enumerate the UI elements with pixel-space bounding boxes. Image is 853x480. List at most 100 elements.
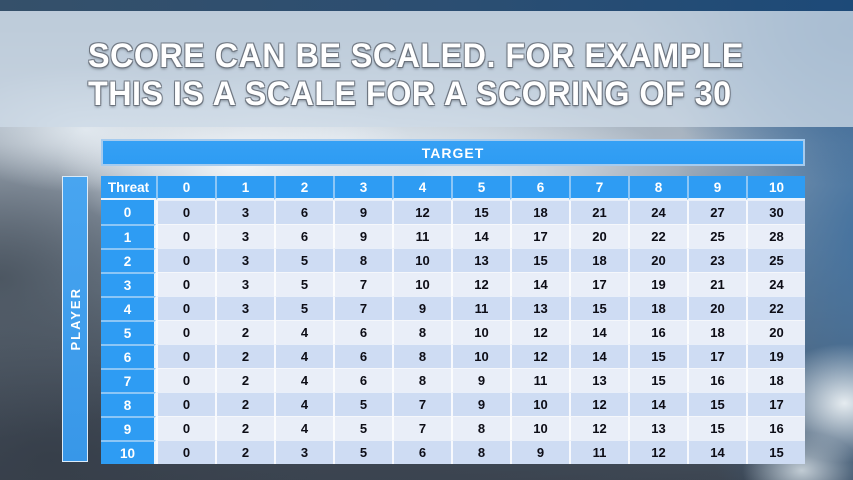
score-cell: 14 xyxy=(569,320,628,344)
slide-title-line2: THIS IS A SCALE FOR A SCORING OF 30 xyxy=(88,75,732,113)
threat-row-header: 10 xyxy=(101,440,156,464)
score-cell: 2 xyxy=(215,368,274,392)
score-cell: 4 xyxy=(274,320,333,344)
target-col-header: 3 xyxy=(333,176,392,200)
score-cell: 16 xyxy=(628,320,687,344)
score-cell: 0 xyxy=(156,416,215,440)
score-cell: 13 xyxy=(628,416,687,440)
score-cell: 14 xyxy=(687,440,746,464)
score-cell: 3 xyxy=(215,248,274,272)
score-cell: 6 xyxy=(333,320,392,344)
score-cell: 5 xyxy=(274,272,333,296)
score-cell: 22 xyxy=(628,224,687,248)
score-table-head: Threat 0 1 2 3 4 5 6 7 8 9 10 xyxy=(101,176,805,200)
player-label: PLAYER xyxy=(67,287,83,351)
score-cell: 12 xyxy=(451,272,510,296)
target-col-header: 2 xyxy=(274,176,333,200)
score-cell: 5 xyxy=(333,416,392,440)
score-cell: 8 xyxy=(451,440,510,464)
score-cell: 2 xyxy=(215,416,274,440)
score-cell: 5 xyxy=(274,248,333,272)
score-cell: 6 xyxy=(274,224,333,248)
score-cell: 7 xyxy=(333,296,392,320)
header-row: Threat 0 1 2 3 4 5 6 7 8 9 10 xyxy=(101,176,805,200)
score-cell: 20 xyxy=(746,320,805,344)
score-cell: 13 xyxy=(569,368,628,392)
score-cell: 2 xyxy=(215,344,274,368)
score-cell: 15 xyxy=(451,200,510,224)
score-cell: 8 xyxy=(392,344,451,368)
score-cell: 9 xyxy=(510,440,569,464)
score-cell: 6 xyxy=(274,200,333,224)
score-cell: 7 xyxy=(392,392,451,416)
score-cell: 0 xyxy=(156,248,215,272)
score-cell: 14 xyxy=(628,392,687,416)
threat-corner-label: Threat xyxy=(101,176,156,200)
score-cell: 0 xyxy=(156,224,215,248)
score-table: Threat 0 1 2 3 4 5 6 7 8 9 10 0 0 3 6 9 12 15 18 21 24 27 30 1 0… xyxy=(101,176,805,464)
score-cell: 25 xyxy=(746,248,805,272)
player-header-bar: PLAYER xyxy=(62,176,88,462)
target-label: TARGET xyxy=(421,144,485,161)
target-col-header: 4 xyxy=(392,176,451,200)
score-cell: 3 xyxy=(215,296,274,320)
score-cell: 12 xyxy=(510,320,569,344)
target-col-header: 5 xyxy=(451,176,510,200)
score-cell: 3 xyxy=(215,272,274,296)
score-cell: 17 xyxy=(569,272,628,296)
score-cell: 0 xyxy=(156,368,215,392)
table-row: 0 0 3 6 9 12 15 18 21 24 27 30 xyxy=(101,200,805,224)
target-col-header: 8 xyxy=(628,176,687,200)
score-cell: 0 xyxy=(156,440,215,464)
score-cell: 4 xyxy=(274,392,333,416)
score-cell: 10 xyxy=(451,320,510,344)
score-cell: 14 xyxy=(451,224,510,248)
score-cell: 0 xyxy=(156,344,215,368)
score-cell: 7 xyxy=(392,416,451,440)
score-cell: 14 xyxy=(569,344,628,368)
score-cell: 11 xyxy=(569,440,628,464)
score-cell: 18 xyxy=(687,320,746,344)
score-cell: 22 xyxy=(746,296,805,320)
score-cell: 30 xyxy=(746,200,805,224)
score-cell: 9 xyxy=(333,200,392,224)
threat-row-header: 6 xyxy=(101,344,156,368)
score-cell: 12 xyxy=(392,200,451,224)
table-row: 4 0 3 5 7 9 11 13 15 18 20 22 xyxy=(101,296,805,320)
score-cell: 12 xyxy=(569,416,628,440)
score-cell: 27 xyxy=(687,200,746,224)
threat-row-header: 4 xyxy=(101,296,156,320)
score-cell: 8 xyxy=(333,248,392,272)
score-cell: 15 xyxy=(628,344,687,368)
score-cell: 17 xyxy=(746,392,805,416)
score-cell: 5 xyxy=(333,440,392,464)
score-cell: 10 xyxy=(451,344,510,368)
title-band: SCORE CAN BE SCALED. FOR EXAMPLE THIS IS… xyxy=(0,11,853,127)
score-cell: 14 xyxy=(510,272,569,296)
score-cell: 4 xyxy=(274,416,333,440)
score-cell: 20 xyxy=(628,248,687,272)
score-cell: 16 xyxy=(687,368,746,392)
target-col-header: 7 xyxy=(569,176,628,200)
score-cell: 9 xyxy=(333,224,392,248)
table-row: 9 0 2 4 5 7 8 10 12 13 15 16 xyxy=(101,416,805,440)
score-cell: 18 xyxy=(569,248,628,272)
table-row: 6 0 2 4 6 8 10 12 14 15 17 19 xyxy=(101,344,805,368)
score-cell: 21 xyxy=(687,272,746,296)
score-cell: 2 xyxy=(215,320,274,344)
score-cell: 19 xyxy=(628,272,687,296)
threat-row-header: 1 xyxy=(101,224,156,248)
score-cell: 21 xyxy=(569,200,628,224)
score-cell: 13 xyxy=(510,296,569,320)
slide-title: SCORE CAN BE SCALED. FOR EXAMPLE THIS IS… xyxy=(88,37,744,113)
score-cell: 20 xyxy=(569,224,628,248)
score-cell: 20 xyxy=(687,296,746,320)
score-cell: 9 xyxy=(451,368,510,392)
score-cell: 15 xyxy=(510,248,569,272)
threat-row-header: 3 xyxy=(101,272,156,296)
score-cell: 11 xyxy=(392,224,451,248)
target-col-header: 6 xyxy=(510,176,569,200)
score-cell: 10 xyxy=(510,416,569,440)
target-col-header: 1 xyxy=(215,176,274,200)
